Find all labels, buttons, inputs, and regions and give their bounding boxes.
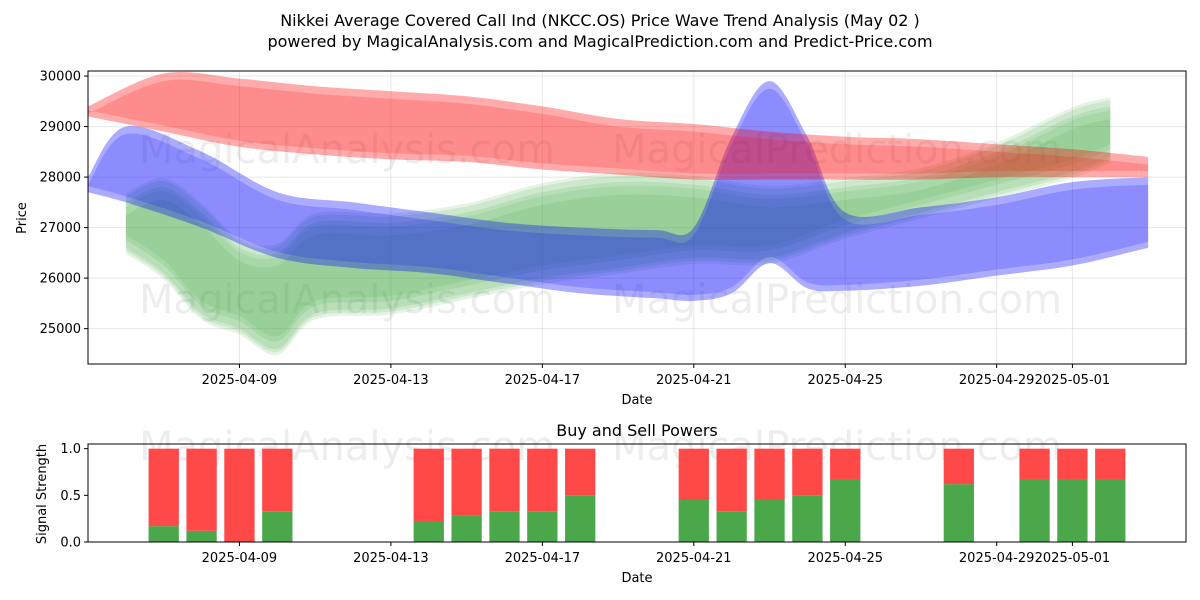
signal-y-ticks: 0.0 0.5 1.0 — [60, 442, 88, 551]
x-tick-label: 2025-04-21 — [656, 373, 732, 388]
wave-band-green — [125, 119, 1111, 342]
price-x-ticks: 2025-04-09 2025-04-13 2025-04-17 2025-04-21… — [202, 364, 1111, 388]
x-tick-label: 2025-04-21 — [656, 551, 732, 566]
buy-bar — [565, 495, 596, 542]
sell-bar — [148, 448, 179, 527]
buy-bar — [1095, 479, 1126, 542]
price-bands — [88, 72, 1149, 356]
buy-bar — [527, 511, 558, 542]
sell-bar — [792, 448, 823, 496]
price-watermarks: MagicalAnalysis.com MagicalPrediction.co… — [139, 127, 1062, 323]
x-tick-label: 2025-04-25 — [807, 373, 883, 388]
signal-axes-frame — [87, 443, 1187, 543]
y-tick-label: 25000 — [40, 322, 81, 337]
signal-panel: Buy and Sell Powers MagicalAnalysis.com … — [35, 421, 1187, 586]
buy-bar — [1019, 479, 1050, 542]
watermark-text: MagicalPrediction.com — [612, 127, 1062, 173]
signal-bars — [148, 448, 1126, 542]
signal-y-axis-label: Signal Strength — [35, 444, 50, 544]
chart-title: Nikkei Average Covered Call Ind (NKCC.OS… — [280, 11, 920, 30]
wave-band-blue — [88, 88, 1149, 295]
watermark-text: MagicalAnalysis.com — [139, 127, 555, 173]
sell-bar — [830, 448, 861, 480]
price-y-ticks: 25000 26000 27000 28000 29000 30000 — [40, 70, 88, 337]
x-tick-label: 2025-04-13 — [353, 373, 429, 388]
buy-bar — [754, 500, 785, 542]
signal-x-ticks: 2025-04-09 2025-04-13 2025-04-17 2025-04-21… — [202, 542, 1111, 566]
x-tick-label: 2025-04-17 — [505, 551, 581, 566]
sell-bar — [451, 448, 482, 516]
wave-band-green — [125, 100, 1111, 353]
sell-bar — [224, 448, 255, 542]
buy-bar — [943, 484, 974, 542]
watermark-text: MagicalAnalysis.com — [139, 277, 555, 323]
wave-band-green — [125, 110, 1111, 337]
x-tick-label: 2025-04-13 — [353, 551, 429, 566]
x-tick-label: 2025-04-09 — [202, 551, 278, 566]
signal-x-axis-label: Date — [621, 571, 652, 586]
buy-bar — [678, 500, 709, 542]
sell-bar — [413, 448, 444, 522]
sell-bar — [754, 448, 785, 500]
sell-bar — [527, 448, 558, 512]
sell-bar — [186, 448, 217, 531]
price-x-axis-label: Date — [621, 393, 652, 408]
chart-subtitle: powered by MagicalAnalysis.com and Magic… — [267, 32, 932, 51]
sell-bar — [943, 448, 974, 485]
buy-bar — [716, 511, 747, 542]
x-tick-label: 2025-04-17 — [505, 373, 581, 388]
price-y-axis-label: Price — [15, 202, 30, 234]
wave-band-red — [88, 72, 1149, 180]
buy-bar — [1057, 479, 1088, 542]
sell-bar — [1019, 448, 1050, 480]
sell-bar — [565, 448, 596, 496]
price-axes-frame — [87, 70, 1187, 365]
sell-bar — [1095, 448, 1126, 480]
x-tick-label: 2025-05-01 — [1035, 551, 1111, 566]
wave-band-blue — [88, 81, 1149, 302]
sell-bar — [262, 448, 293, 512]
x-tick-label: 2025-04-25 — [807, 551, 883, 566]
wave-band-green — [125, 106, 1111, 350]
y-tick-label: 26000 — [40, 272, 81, 287]
y-tick-label: 28000 — [40, 171, 81, 186]
sell-bar — [489, 448, 520, 512]
buy-bar — [148, 526, 179, 542]
sell-bar — [1057, 448, 1088, 480]
buy-bar — [489, 511, 520, 542]
buy-bar — [413, 521, 444, 542]
wave-band-green — [125, 97, 1111, 356]
y-tick-label: 0.5 — [60, 489, 81, 504]
sell-bar — [678, 448, 709, 500]
y-tick-label: 27000 — [40, 221, 81, 236]
y-tick-label: 30000 — [40, 70, 81, 85]
buy-bar — [451, 515, 482, 542]
price-panel: MagicalAnalysis.com MagicalPrediction.co… — [15, 70, 1187, 408]
x-tick-label: 2025-04-29 — [959, 373, 1035, 388]
x-tick-label: 2025-04-09 — [202, 373, 278, 388]
wave-band-red — [88, 79, 1149, 174]
buy-bar — [830, 479, 861, 542]
signal-panel-title: Buy and Sell Powers — [556, 421, 718, 440]
x-tick-label: 2025-05-01 — [1035, 373, 1111, 388]
watermark-text: MagicalPrediction.com — [612, 277, 1062, 323]
price-grid — [88, 71, 1186, 364]
y-tick-label: 29000 — [40, 120, 81, 135]
buy-bar — [262, 511, 293, 542]
buy-bar — [186, 530, 217, 542]
buy-bar — [792, 495, 823, 542]
x-tick-label: 2025-04-29 — [959, 551, 1035, 566]
y-tick-label: 0.0 — [60, 536, 81, 551]
sell-bar — [716, 448, 747, 512]
y-tick-label: 1.0 — [60, 442, 81, 457]
